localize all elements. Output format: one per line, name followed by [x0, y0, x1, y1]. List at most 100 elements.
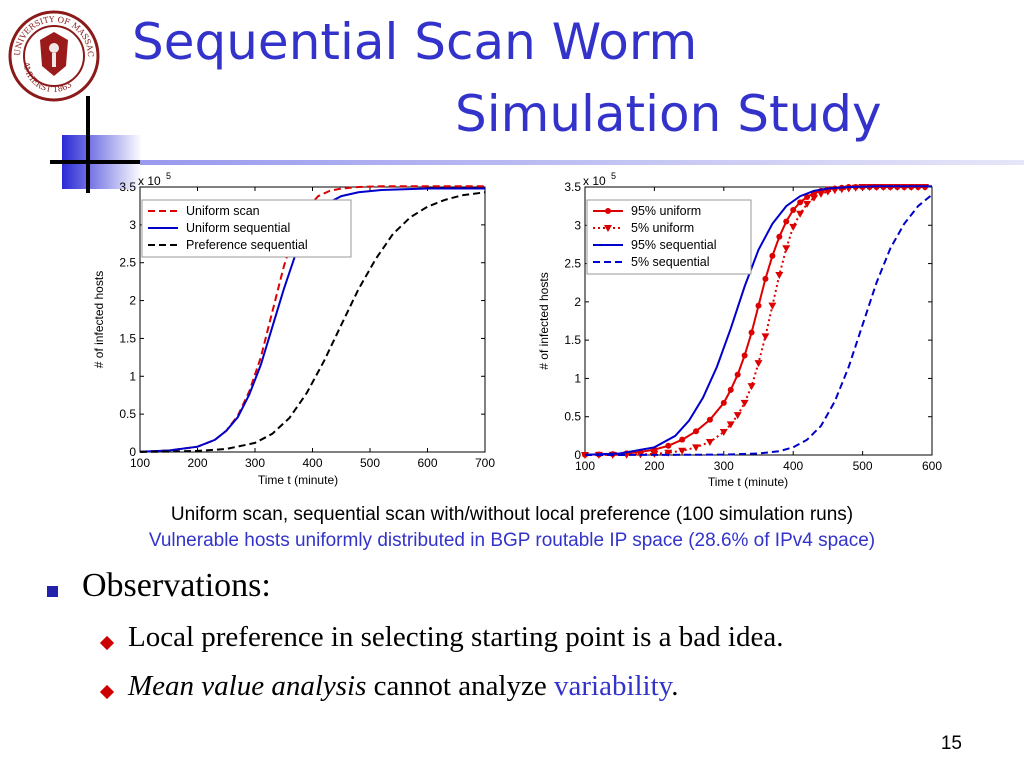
y-tick-label: 1.5 — [119, 331, 136, 345]
legend-label: 5% sequential — [631, 255, 710, 269]
legend-label: 95% sequential — [631, 238, 716, 252]
data-point — [790, 206, 797, 213]
data-point — [762, 275, 769, 282]
data-point — [727, 386, 734, 393]
data-point — [748, 329, 755, 336]
data-point — [679, 436, 686, 443]
x-tick-label: 100 — [575, 459, 595, 473]
y-tick-label: 2 — [574, 295, 581, 309]
data-point — [705, 438, 714, 446]
data-point — [706, 416, 713, 423]
data-point — [719, 429, 728, 437]
y-axis-label: # of infected hosts — [92, 271, 106, 368]
series-line-4 — [584, 193, 933, 456]
data-point — [789, 223, 798, 231]
data-point — [740, 399, 749, 407]
y-tick-label: 2 — [129, 294, 136, 308]
data-point — [769, 252, 776, 259]
title-decoration — [50, 96, 1024, 193]
data-point — [734, 371, 741, 378]
bullet-local-preference: Local preference in selecting starting p… — [128, 621, 784, 653]
data-point — [664, 449, 673, 457]
x-tick-label: 700 — [475, 456, 495, 470]
series-line-3 — [584, 185, 932, 456]
observations-heading: Observations: — [82, 567, 271, 604]
data-point — [804, 193, 811, 200]
x-tick-label: 600 — [417, 456, 437, 470]
x-tick-label: 500 — [853, 459, 873, 473]
y-tick-label: 1 — [574, 371, 581, 385]
data-point — [720, 399, 727, 406]
y-tick-label: 0 — [129, 445, 136, 459]
bullet-square-icon — [47, 586, 58, 597]
y-tick-label: 3.5 — [564, 180, 581, 194]
bullet-diamond-icon — [99, 635, 115, 651]
x-tick-label: 200 — [187, 456, 207, 470]
y-tick-label: 2.5 — [119, 256, 136, 270]
y-multiplier-label: x 10 — [583, 174, 606, 188]
data-point — [678, 447, 687, 455]
mean-value-analysis-text: Mean value analysis — [128, 670, 367, 702]
data-point — [776, 233, 783, 240]
data-point — [733, 412, 742, 420]
y-multiplier-label: x 10 — [138, 174, 161, 188]
figure-caption: Uniform scan, sequential scan with/witho… — [170, 504, 854, 525]
data-point — [768, 302, 777, 310]
bullet2-end-text: . — [671, 670, 679, 702]
legend-label: Uniform scan — [186, 204, 260, 218]
y-tick-label: 0 — [574, 448, 581, 462]
x-tick-label: 200 — [644, 459, 664, 473]
page-title-line2: Simulation Study — [455, 85, 882, 143]
page-number: 15 — [940, 733, 962, 754]
data-point — [775, 272, 784, 280]
x-tick-label: 300 — [714, 459, 734, 473]
data-point — [823, 188, 832, 196]
y-axis-label: # of infected hosts — [537, 272, 551, 369]
y-tick-label: 2.5 — [564, 257, 581, 271]
y-tick-label: 0.5 — [564, 410, 581, 424]
variability-text: variability — [553, 670, 672, 702]
x-tick-label: 300 — [245, 456, 265, 470]
legend-marker — [605, 208, 611, 214]
university-seal-logo: UNIVERSITY OF MASSACHUSETTS AMHERST 1863 — [8, 10, 100, 102]
data-point — [816, 190, 825, 198]
legend-label: Preference sequential — [186, 238, 308, 252]
bullet2-mid-text: cannot analyze — [366, 670, 554, 702]
x-tick-label: 100 — [130, 456, 150, 470]
data-point — [692, 444, 701, 452]
data-point — [797, 199, 804, 206]
x-tick-label: 400 — [302, 456, 322, 470]
legend-marker — [604, 225, 612, 232]
x-axis-label: Time t (minute) — [258, 473, 338, 487]
legend-label: 5% uniform — [631, 221, 694, 235]
bullet-diamond-icon — [99, 684, 115, 700]
data-point — [693, 428, 700, 435]
data-point — [741, 352, 748, 359]
y-tick-label: 1.5 — [564, 333, 581, 347]
x-tick-label: 600 — [922, 459, 942, 473]
data-point — [761, 333, 770, 341]
x-tick-label: 500 — [360, 456, 380, 470]
data-point — [754, 360, 763, 368]
legend-label: 95% uniform — [631, 204, 701, 218]
legend-label: Uniform sequential — [186, 221, 290, 235]
data-point — [755, 302, 762, 309]
data-point — [747, 383, 756, 391]
x-axis-label: Time t (minute) — [708, 475, 788, 489]
y-tick-label: 0.5 — [119, 407, 136, 421]
data-point — [726, 421, 735, 429]
y-tick-label: 3 — [574, 218, 581, 232]
y-multiplier-exponent: 5 — [611, 171, 616, 181]
figure-subcaption: Vulnerable hosts uniformly distributed i… — [148, 530, 876, 551]
y-multiplier-exponent: 5 — [166, 171, 171, 181]
data-point — [796, 210, 805, 218]
chart2-legend — [586, 199, 752, 275]
data-point — [810, 194, 819, 202]
data-point — [782, 245, 791, 253]
data-point — [665, 442, 672, 449]
x-tick-label: 400 — [783, 459, 803, 473]
bullet-mean-value: Mean value analysis cannot analyze varia… — [128, 670, 679, 703]
y-tick-label: 3.5 — [119, 180, 136, 194]
series-line-3 — [139, 191, 486, 453]
